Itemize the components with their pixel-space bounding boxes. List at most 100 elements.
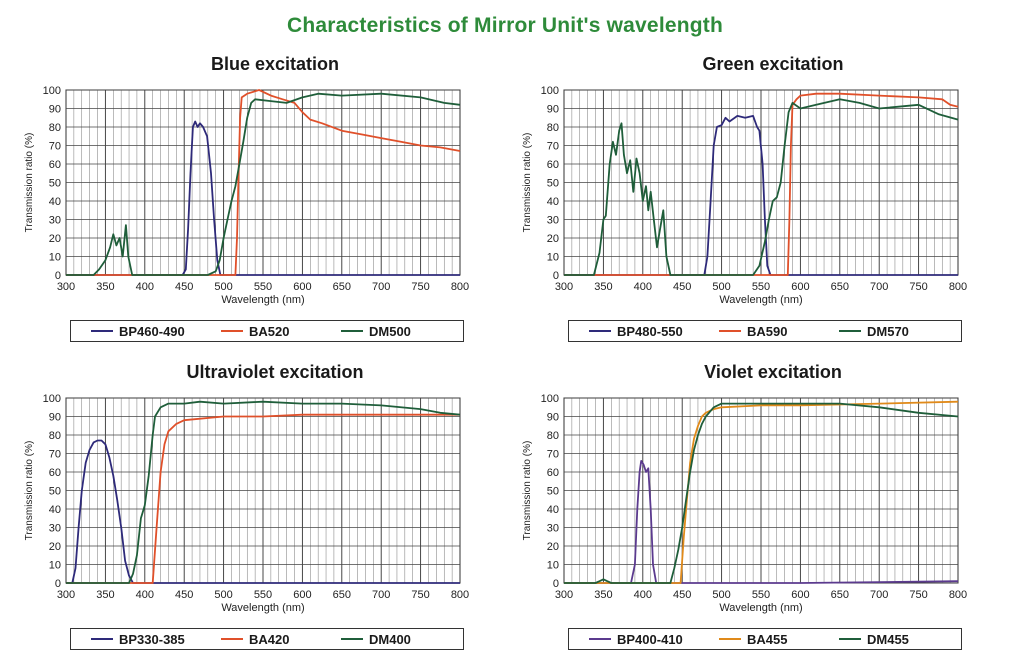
- x-tick-label: 700: [372, 281, 390, 293]
- x-tick-label: 650: [333, 281, 351, 293]
- legend-label: BP460-490: [119, 323, 185, 339]
- legend-item-dm500: DM500: [341, 321, 411, 341]
- series-line-ba520: [66, 89, 461, 276]
- legend-label: BA455: [747, 631, 788, 647]
- x-tick-label: 700: [870, 281, 888, 293]
- legend-item-ba590: BA590: [719, 321, 787, 341]
- x-tick-label: 500: [712, 589, 730, 601]
- y-tick-label: 20: [547, 233, 559, 245]
- y-axis-label: Transmission ratio (%): [24, 441, 35, 541]
- x-tick-label: 700: [870, 589, 888, 601]
- x-tick-label: 800: [949, 281, 967, 293]
- x-tick-label: 550: [254, 589, 272, 601]
- x-tick-label: 350: [594, 281, 612, 293]
- legend-swatch: [341, 638, 363, 640]
- chart-title-violet: Violet excitation: [704, 362, 842, 382]
- y-tick-label: 0: [553, 578, 559, 590]
- legend-item-bp400-410: BP400-410: [589, 629, 683, 649]
- y-tick-label: 70: [547, 141, 559, 153]
- y-tick-label: 70: [49, 449, 61, 461]
- chart-ultraviolet-excitation: 300 350 400 450 500 550 600 650 700 750 800 0 10 20 30…: [24, 393, 469, 614]
- y-tick-label: 50: [49, 486, 61, 498]
- legend-label: BA520: [249, 323, 290, 339]
- y-tick-label: 100: [541, 393, 559, 405]
- y-tick-label: 40: [49, 504, 61, 516]
- y-tick-label: 80: [49, 430, 61, 442]
- x-tick-label: 450: [175, 281, 193, 293]
- y-tick-label: 60: [49, 159, 61, 171]
- legend-swatch: [341, 330, 363, 332]
- y-tick-label: 80: [49, 122, 61, 134]
- legend-label: BP400-410: [617, 631, 683, 647]
- y-tick-label: 30: [547, 215, 559, 227]
- x-axis-label: Wavelength (nm): [719, 294, 802, 306]
- x-axis-label: Wavelength (nm): [221, 294, 304, 306]
- legend-label: DM455: [867, 631, 909, 647]
- series-line-ba420: [66, 413, 460, 584]
- y-tick-label: 30: [547, 523, 559, 535]
- x-tick-label: 450: [175, 589, 193, 601]
- chart-blue-excitation: 300 350 400 450 500 550 600 650 700 750 800 0 10 20 30…: [24, 85, 469, 306]
- series-line-dm500: [66, 92, 461, 276]
- y-tick-label: 10: [547, 252, 559, 264]
- legend-label: BA590: [747, 323, 788, 339]
- legend-item-dm570: DM570: [839, 321, 909, 341]
- x-tick-label: 400: [136, 589, 154, 601]
- chart-title-ultraviolet: Ultraviolet excitation: [186, 362, 364, 382]
- chart-legend-green: BP480-550 BA590 DM570: [568, 320, 962, 342]
- y-tick-label: 0: [55, 578, 61, 590]
- y-tick-label: 80: [547, 122, 559, 134]
- x-tick-label: 500: [214, 281, 232, 293]
- chart-panel-green: Green excitation 300 350 400 450 500 550 600 65…: [518, 54, 988, 354]
- chart-panel-ultraviolet: Ultraviolet excitation 300 350 400 450 500 55…: [20, 362, 490, 662]
- y-tick-label: 50: [547, 486, 559, 498]
- chart-legend-ultraviolet: BP330-385 BA420 DM400: [70, 628, 464, 650]
- y-tick-label: 100: [43, 393, 61, 405]
- x-tick-label: 300: [555, 589, 573, 601]
- y-tick-label: 40: [547, 196, 559, 208]
- y-gridlines: [564, 397, 958, 584]
- series-line-ba455: [564, 400, 959, 584]
- y-tick-label: 90: [547, 412, 559, 424]
- legend-swatch: [91, 638, 113, 640]
- y-tick-label: 100: [43, 85, 61, 97]
- y-tick-label: 20: [547, 541, 559, 553]
- legend-label: BP330-385: [119, 631, 185, 647]
- y-gridlines: [66, 397, 460, 584]
- x-tick-label: 450: [673, 589, 691, 601]
- x-tick-label: 650: [831, 281, 849, 293]
- x-tick-label: 350: [96, 281, 114, 293]
- y-tick-label: 70: [547, 449, 559, 461]
- legend-swatch: [589, 330, 611, 332]
- y-tick-label: 40: [547, 504, 559, 516]
- legend-label: DM500: [369, 323, 411, 339]
- x-tick-label: 300: [57, 589, 75, 601]
- legend-item-dm455: DM455: [839, 629, 909, 649]
- y-tick-label: 50: [49, 178, 61, 190]
- y-tick-label: 0: [553, 270, 559, 282]
- y-tick-label: 0: [55, 270, 61, 282]
- y-tick-label: 100: [541, 85, 559, 97]
- chart-title-green: Green excitation: [702, 54, 844, 74]
- y-tick-label: 60: [49, 467, 61, 479]
- x-axis-label: Wavelength (nm): [221, 602, 304, 614]
- legend-swatch: [719, 638, 741, 640]
- x-tick-label: 300: [57, 281, 75, 293]
- x-tick-label: 450: [673, 281, 691, 293]
- chart-violet-excitation: 300 350 400 450 500 550 600 650 700 750 800 0 10 20 30…: [522, 393, 967, 614]
- x-tick-label: 350: [96, 589, 114, 601]
- series-line-bp480-550: [564, 115, 958, 276]
- y-tick-label: 30: [49, 215, 61, 227]
- y-tick-label: 40: [49, 196, 61, 208]
- x-tick-label: 650: [333, 589, 351, 601]
- x-tick-label: 600: [293, 281, 311, 293]
- y-tick-label: 10: [547, 560, 559, 572]
- y-axis-label: Transmission ratio (%): [522, 133, 533, 233]
- x-tick-label: 650: [831, 589, 849, 601]
- x-tick-label: 750: [411, 589, 429, 601]
- y-axis-label: Transmission ratio (%): [522, 441, 533, 541]
- legend-label: DM400: [369, 631, 411, 647]
- x-tick-label: 800: [949, 589, 967, 601]
- y-tick-label: 90: [547, 104, 559, 116]
- y-tick-label: 80: [547, 430, 559, 442]
